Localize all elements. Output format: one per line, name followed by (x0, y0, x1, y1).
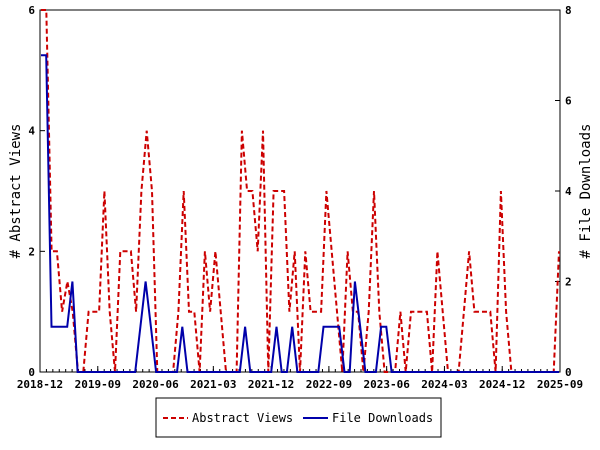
series-line-file-downloads (41, 54, 559, 373)
y-axis-ticks: 0 2 4 6 (28, 4, 45, 379)
series-line-abstract-views (41, 9, 560, 373)
x-tick-label: 2020-06 (132, 378, 179, 391)
x-axis-ticks: 2018-12 2019-09 2020-06 2021-03 2021-12 2022-… (17, 366, 583, 391)
y-tick-label: 6 (28, 4, 35, 17)
x-tick-label: 2018-12 (17, 378, 63, 391)
legend-label-abstract-views: Abstract Views (192, 411, 293, 425)
x-tick-label: 2021-12 (248, 378, 294, 391)
y-tick-label: 4 (28, 125, 35, 138)
x-tick-label: 2025-09 (537, 378, 583, 391)
y-tick-label: 0 (28, 366, 35, 379)
legend: Abstract Views File Downloads (155, 397, 442, 438)
legend-box (155, 397, 442, 438)
x-tick-label: 2024-03 (421, 378, 467, 391)
x-tick-label: 2022-09 (306, 378, 352, 391)
y2-tick-label: 8 (565, 4, 572, 17)
y2-axis-ticks: 0 2 4 6 8 (555, 4, 572, 379)
x-tick-label: 2023-06 (363, 378, 410, 391)
legend-label-file-downloads: File Downloads (332, 411, 433, 425)
y2-tick-label: 0 (565, 366, 572, 379)
x-tick-label: 2019-09 (75, 378, 121, 391)
y-axis-title: # Abstract Views (8, 124, 24, 259)
y2-tick-label: 2 (565, 276, 572, 289)
y-tick-label: 2 (28, 245, 35, 258)
y2-tick-label: 4 (565, 185, 572, 198)
x-tick-label: 2021-03 (190, 378, 236, 391)
x-tick-label: 2024-12 (479, 378, 525, 391)
y2-tick-label: 6 (565, 95, 572, 108)
y2-axis-title: # File Downloads (578, 124, 594, 259)
series-group (41, 9, 560, 373)
